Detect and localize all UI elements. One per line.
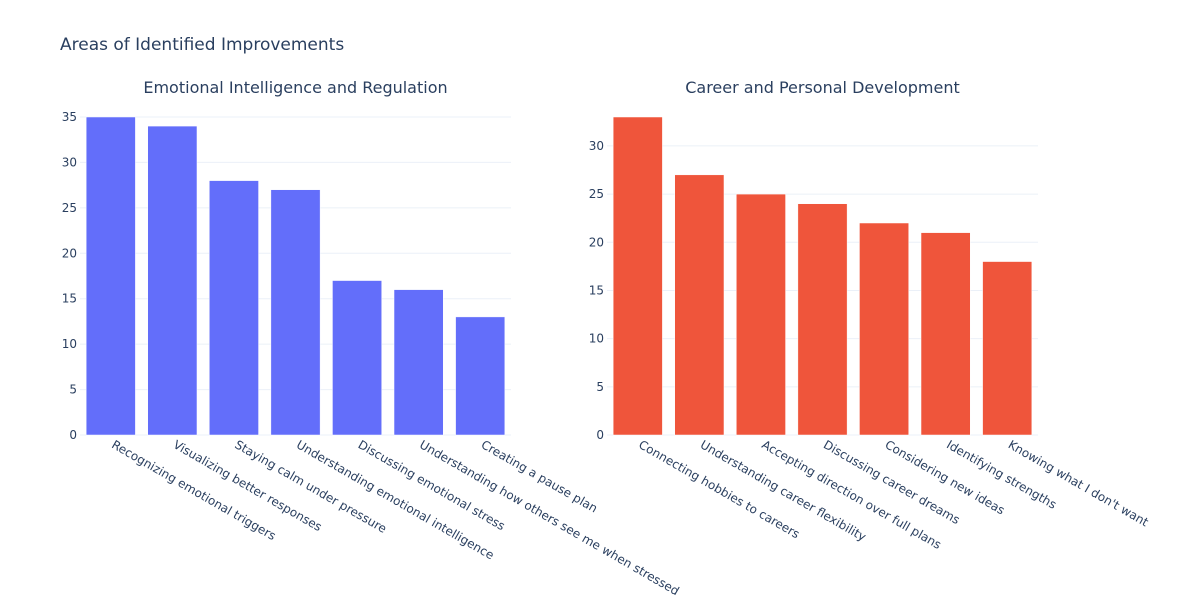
y-tick-label: 5: [596, 380, 604, 394]
y-tick-label: 20: [62, 246, 77, 260]
y-tick-label: 15: [62, 292, 77, 306]
bar-discussing-career-dreams[interactable]: [797, 203, 848, 436]
bar-knowing-what-i-don-t-want[interactable]: [982, 261, 1033, 436]
y-tick-label: 15: [589, 283, 604, 297]
y-tick-label: 10: [589, 332, 604, 346]
bar-connecting-hobbies-to-careers[interactable]: [612, 116, 663, 436]
bar-understanding-emotional-intelligence[interactable]: [270, 189, 321, 436]
subplot-title: Emotional Intelligence and Regulation: [143, 78, 447, 97]
figure-title: Areas of Identified Improvements: [60, 35, 344, 55]
bar-creating-a-pause-plan[interactable]: [455, 316, 506, 436]
y-tick-label: 25: [589, 187, 604, 201]
y-tick-label: 30: [62, 155, 77, 169]
bar-discussing-emotional-stress[interactable]: [332, 280, 382, 436]
bar-understanding-career-flexibility[interactable]: [674, 174, 725, 436]
bar-understanding-how-others-see-me-when-stressed[interactable]: [393, 289, 444, 436]
y-tick-label: 20: [589, 235, 604, 249]
y-tick-label: 30: [589, 139, 604, 153]
y-tick-label: 5: [69, 383, 77, 397]
bar-considering-new-ideas[interactable]: [859, 222, 909, 436]
y-tick-label: 0: [69, 428, 77, 442]
bar-identifying-strengths[interactable]: [920, 232, 971, 436]
bar-visualizing-better-responses[interactable]: [147, 125, 198, 436]
y-tick-label: 35: [62, 110, 77, 124]
y-tick-label: 0: [596, 428, 604, 442]
bar-recognizing-emotional-triggers[interactable]: [85, 116, 136, 436]
subplot-title: Career and Personal Development: [685, 78, 960, 97]
y-tick-label: 10: [62, 337, 77, 351]
bar-staying-calm-under-pressure[interactable]: [209, 180, 259, 436]
bar-accepting-direction-over-full-plans[interactable]: [736, 193, 786, 436]
y-tick-label: 25: [62, 201, 77, 215]
panel-emotional: Emotional Intelligence and Regulation 0 5 1…: [62, 78, 682, 598]
